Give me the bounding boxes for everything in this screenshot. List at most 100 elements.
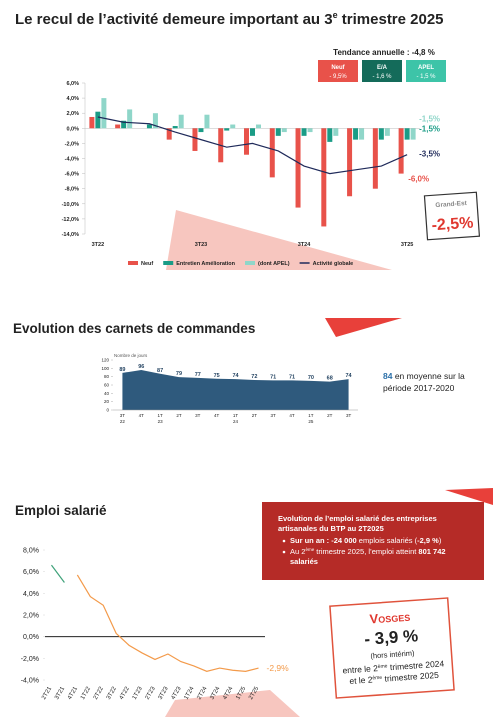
legend-label: Entretien Amélioration [176,261,235,267]
x-tick-label: 22 [120,419,126,424]
legend-label: Neuf [141,261,153,267]
local-box: Vosges - 3,9 % (hors intérim) entre le 2… [329,597,455,699]
bar [127,109,133,129]
bar [250,128,255,136]
info-bullet: Sur un an : -24 000 emplois salariés (-2… [290,536,442,545]
y-tick-label: 2,0% [23,613,39,620]
y-tick-label: -2,0% [21,656,39,663]
bar [178,114,184,129]
x-tick-label: 2T [252,413,258,418]
y-tick-label: 80 [104,374,110,379]
bar [115,124,121,129]
y-tick-label: 40 [104,391,110,396]
bar [224,128,230,131]
title: Evolution des carnets de commandes [13,321,255,336]
bar [307,128,313,133]
trend-card [406,60,446,82]
legend-label: (dont APEL) [258,261,290,267]
region-name: Grand-Est [435,200,468,209]
bar [204,114,210,129]
region-box: Grand-Est -2,5% [423,191,481,241]
local-value: - 3,9 % [364,626,419,649]
x-tick-label: 3T25 [401,242,414,248]
x-tick-label: 25 [308,419,314,424]
x-tick-label: 4T [139,413,145,418]
bar [295,128,301,208]
x-tick-label: 1T [157,413,163,418]
title: Emploi salarié [15,503,107,518]
x-tick-label: 1T [233,413,239,418]
info-title: Evolution de l’emploi salarié des entrep… [278,514,437,523]
x-tick-label: 4T21 [67,685,79,700]
data-label: 87 [157,368,163,374]
x-tick-label: 2T [176,413,182,418]
trend-card-name: Neuf [331,65,345,71]
data-label: -3,5% [419,150,440,159]
y-tick-label: -2,0% [65,141,79,147]
decor-triangle [166,210,392,270]
y-tick-label: 0,0% [23,634,39,641]
data-label: -6,0% [408,175,429,184]
bar [353,128,359,140]
decor-shape [445,488,493,505]
bar [347,128,353,197]
data-label: 96 [138,364,144,370]
bar [321,128,327,227]
region-frame [423,191,481,241]
y-tick-label: 100 [101,366,109,371]
local-period: entre le 2ème trimestre 2024 [342,658,445,675]
region-value: -2,5% [431,215,474,235]
data-label: 89 [119,367,125,373]
bar [333,128,339,136]
bar [398,128,404,174]
x-tick-label: 4T23 [171,685,183,700]
y-tick-label: 20 [104,399,110,404]
x-tick-label: 2T21 [41,685,53,700]
legend-swatch [245,261,256,265]
x-tick-label: 2T23 [145,685,157,700]
x-tick-label: 3T21 [54,685,66,700]
info-title: artisanales du BTP au 2T2025 [278,524,384,533]
bar [192,128,198,151]
trend-card-value: - 1,6 % [372,74,392,80]
bullet [282,539,286,543]
trend-card [318,60,358,82]
bar [281,128,287,133]
legend-swatch [163,261,174,265]
y-tick-label: 8,0% [23,548,39,555]
x-tick-label: 3T22 [92,242,105,248]
x-tick-label: 24 [233,419,239,424]
bar [152,113,158,129]
local-frame [329,597,455,699]
bar [359,128,365,140]
bar [327,128,333,142]
x-tick-label: 3T24 [298,242,311,248]
bullet [282,550,286,554]
legend-label: Activité globale [313,261,354,267]
decor-triangle [165,690,300,717]
line [97,116,408,175]
y-tick-label: 6,0% [66,81,79,87]
note: période 2017-2020 [383,383,455,393]
bar [404,128,410,140]
bar [121,120,127,129]
y-tick-label: -4,0% [65,157,79,163]
data-label: 74 [346,373,353,379]
x-tick-label: 1T [308,413,314,418]
x-tick-label: 3T [195,413,201,418]
trend-card-value: - 9,5% [329,74,347,80]
y-tick-label: 4,0% [23,591,39,598]
data-label: -1,5% [419,115,440,124]
trend-card [362,60,402,82]
decor-shape [325,318,402,337]
y-tick-label: 4,0% [66,96,79,102]
y-tick-label: -6,0% [65,172,79,178]
bar [372,128,378,189]
y-tick-label: 6,0% [23,569,39,576]
y-tick-label: -10,0% [62,202,80,208]
y-tick-label: 120 [101,358,109,363]
area [122,370,349,410]
trend-title: Tendance annuelle : -4,8 % [333,48,435,57]
y-tick-label: -4,0% [21,678,39,685]
x-tick-label: 3T [346,413,352,418]
